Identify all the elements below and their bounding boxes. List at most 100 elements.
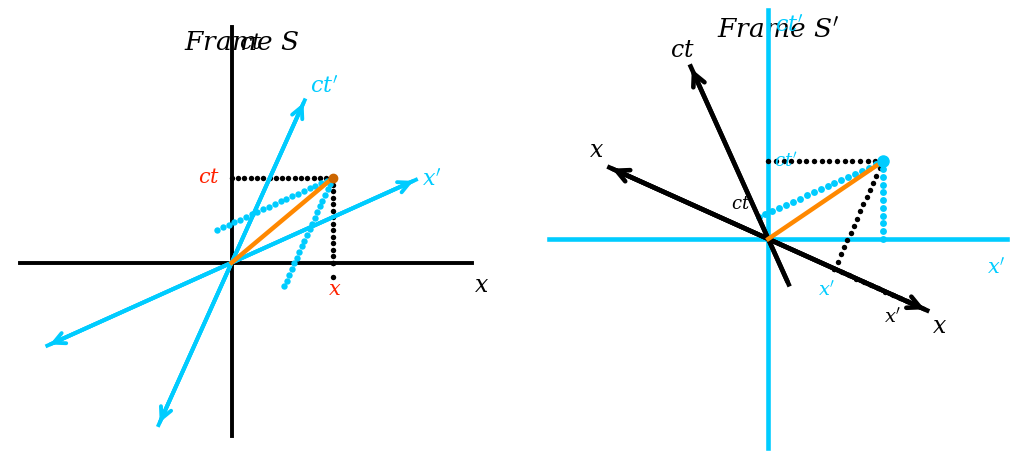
Point [313,180,330,187]
Point [289,254,305,262]
Point [855,278,871,285]
Point [325,174,341,182]
Point [760,158,776,165]
Point [325,226,341,234]
Point [829,258,846,265]
Point [874,158,891,165]
Point [826,265,843,273]
Point [290,190,306,197]
Point [874,158,891,165]
Point [792,195,808,202]
Point [267,174,284,182]
Text: $x'$: $x'$ [818,281,836,300]
Point [325,174,341,182]
Point [325,246,341,253]
Text: $x'$: $x'$ [987,257,1006,278]
Point [874,181,891,188]
Point [852,158,868,165]
Point [325,187,341,195]
Point [784,198,801,205]
Point [255,206,271,213]
Point [249,174,265,182]
Point [874,235,891,243]
Text: $x'$: $x'$ [422,169,441,191]
Point [806,189,822,196]
Point [874,165,891,173]
Point [325,259,341,267]
Point [307,182,324,190]
Point [862,186,879,194]
Point [311,203,328,210]
Text: Frame $S'$: Frame $S'$ [717,18,840,44]
Point [821,158,838,165]
Point [867,161,884,168]
Point [238,213,254,221]
Point [301,226,317,233]
Point [834,176,850,184]
Point [870,285,887,292]
Point [293,174,309,182]
Point [751,213,767,221]
Text: $ct$: $ct$ [198,169,220,187]
Point [261,203,278,210]
Point [878,288,894,295]
Point [874,158,891,165]
Point [296,237,312,244]
Text: $ct'$: $ct'$ [775,15,804,37]
Point [819,182,836,190]
Point [274,174,291,182]
Point [799,158,815,165]
Point [266,200,283,207]
Point [840,173,856,180]
Point [843,229,859,237]
Point [325,273,341,281]
Point [249,208,265,216]
Point [771,204,787,212]
Point [255,174,271,182]
Point [783,158,800,165]
Point [874,212,891,219]
Point [325,220,341,227]
Point [813,158,829,165]
Point [304,220,321,227]
Point [296,187,312,195]
Point [299,231,315,239]
Text: $ct'$: $ct'$ [309,76,339,98]
Point [846,222,862,229]
Text: $ct'$: $ct'$ [774,152,798,171]
Point [861,164,878,171]
Point [322,180,338,187]
Point [237,174,253,182]
Point [874,173,891,180]
Point [325,240,341,247]
Point [301,185,317,192]
Point [229,174,246,182]
Point [286,260,302,267]
Point [826,180,843,187]
Point [874,204,891,212]
Point [874,220,891,227]
Point [294,243,310,250]
Point [837,158,853,165]
Point [778,201,795,208]
Point [272,198,289,205]
Point [791,158,807,165]
Point [287,174,303,182]
Text: Frame $S$: Frame $S$ [183,30,299,55]
Point [836,244,852,251]
Point [862,281,879,289]
Point [834,268,850,276]
Point [855,201,871,208]
Point [852,208,868,215]
Point [874,158,891,165]
Point [859,158,876,165]
Point [306,214,323,222]
Point [812,185,828,193]
Text: $ct$: $ct$ [240,32,263,54]
Point [892,294,908,302]
Text: $ct$: $ct$ [731,195,751,213]
Point [858,193,874,201]
Point [281,271,297,278]
Point [806,158,822,165]
Text: $x$: $x$ [932,316,947,338]
